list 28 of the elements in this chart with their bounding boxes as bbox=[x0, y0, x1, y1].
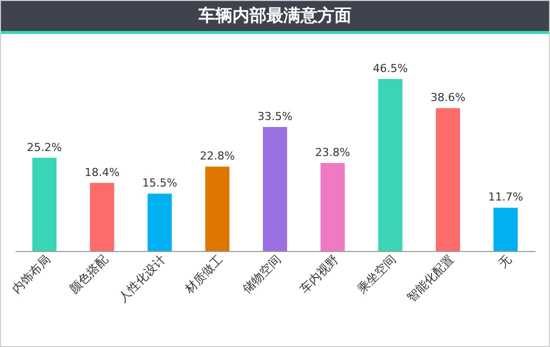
data-label: 38.6% bbox=[430, 91, 466, 104]
data-label: 46.5% bbox=[372, 62, 408, 75]
data-label: 22.8% bbox=[200, 150, 235, 163]
x-tick-label: 人性化设计 bbox=[116, 252, 168, 304]
bar bbox=[32, 158, 57, 251]
bar bbox=[378, 78, 402, 251]
bar bbox=[320, 162, 345, 251]
bar bbox=[148, 194, 172, 251]
bar bbox=[262, 127, 288, 251]
data-label: 11.7% bbox=[488, 190, 524, 204]
bar bbox=[205, 166, 230, 251]
data-label: 25.2% bbox=[26, 140, 62, 154]
x-tick-label: 智能化配置 bbox=[404, 252, 456, 304]
data-label: 33.5% bbox=[258, 110, 292, 124]
x-tick-label: 颜色搭配 bbox=[66, 252, 111, 296]
x-tick-label: 材质做工 bbox=[181, 252, 226, 297]
data-label: 15.5% bbox=[142, 176, 178, 190]
bar bbox=[493, 208, 518, 251]
chart-title: 车辆内部最满意方面 bbox=[1, 1, 549, 34]
x-tick-label: 乘坐空间 bbox=[354, 252, 399, 296]
x-tick-label: 内饰布局 bbox=[9, 252, 53, 296]
x-tick-label: 无 bbox=[496, 252, 514, 270]
data-label: 18.4% bbox=[84, 166, 120, 179]
data-label: 23.8% bbox=[315, 146, 350, 159]
bar bbox=[436, 108, 460, 251]
x-tick-label: 储物空间 bbox=[240, 252, 284, 296]
x-tick-label: 车内视野 bbox=[297, 252, 342, 296]
bar bbox=[90, 182, 114, 251]
